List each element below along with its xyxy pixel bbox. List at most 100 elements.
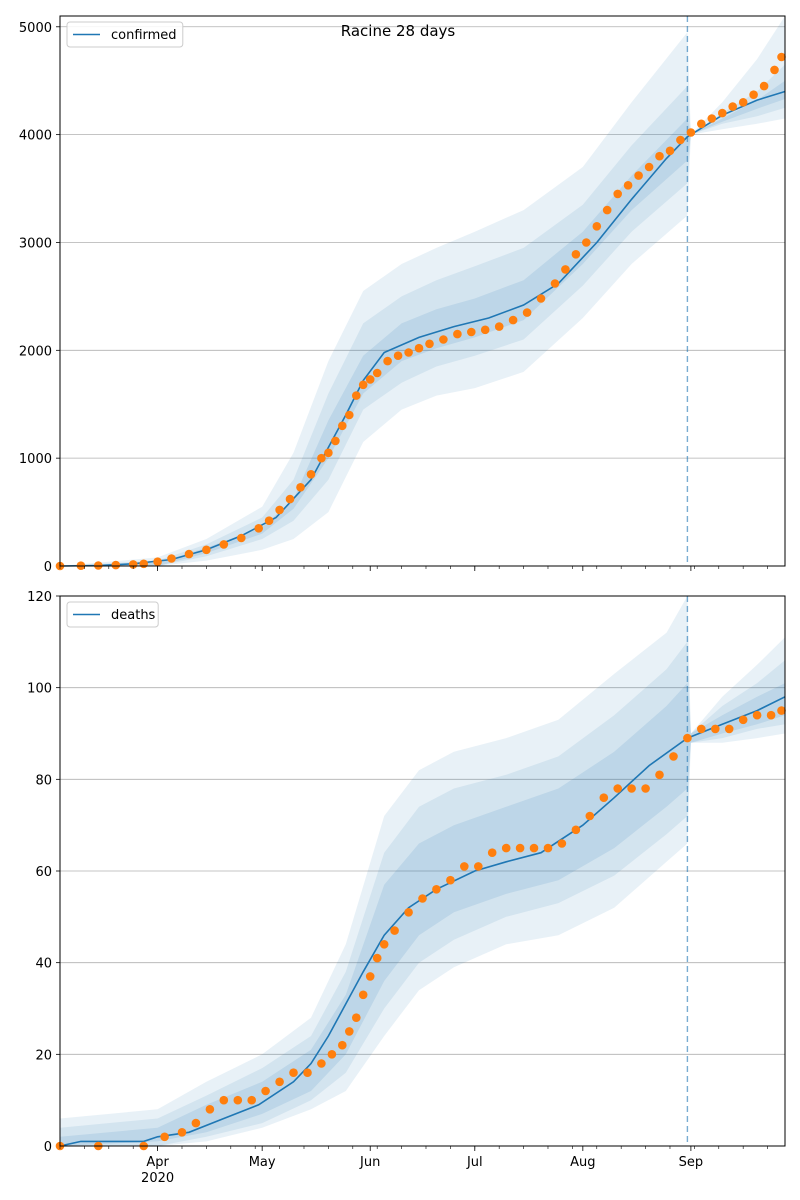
observed-point bbox=[275, 505, 284, 515]
observed-point bbox=[237, 533, 246, 543]
observed-point bbox=[167, 554, 176, 563]
observed-point bbox=[599, 793, 609, 802]
observed-point bbox=[543, 843, 553, 853]
y-tick-label: 5000 bbox=[19, 21, 52, 36]
legend-box bbox=[66, 601, 159, 628]
band-outer bbox=[60, 16, 785, 566]
observed-point bbox=[383, 356, 392, 366]
y-tick-label: 60 bbox=[35, 865, 52, 880]
observed-point bbox=[453, 329, 462, 339]
observed-point bbox=[494, 322, 504, 331]
observed-point bbox=[707, 114, 717, 123]
observed-point bbox=[111, 560, 121, 570]
x-tick-label: Sep bbox=[679, 1155, 704, 1170]
legend-label: confirmed bbox=[111, 28, 177, 43]
observed-point bbox=[324, 448, 333, 458]
observed-point bbox=[697, 119, 706, 129]
axes-frame bbox=[59, 595, 786, 1147]
y-tick-label: 40 bbox=[35, 957, 52, 972]
observed-point bbox=[644, 162, 654, 172]
band-inner bbox=[60, 683, 785, 1146]
observed-point bbox=[202, 545, 211, 555]
observed-point bbox=[655, 770, 664, 780]
observed-point bbox=[191, 1118, 201, 1128]
observed-point bbox=[508, 315, 518, 325]
y-tick-label: 4000 bbox=[19, 129, 52, 144]
y-tick-label: 1000 bbox=[19, 452, 52, 467]
observed-point bbox=[641, 784, 650, 793]
observed-point bbox=[697, 724, 706, 734]
observed-point bbox=[777, 52, 786, 62]
observed-point bbox=[665, 146, 675, 156]
observed-point bbox=[327, 1050, 337, 1059]
observed-point bbox=[404, 348, 413, 357]
legend-label: deaths bbox=[111, 608, 156, 623]
observed-point bbox=[613, 784, 622, 793]
observed-point bbox=[770, 65, 779, 75]
observed-point bbox=[177, 1128, 187, 1137]
observed-point bbox=[738, 715, 748, 725]
legend: confirmed bbox=[66, 21, 184, 48]
observed-point bbox=[711, 724, 720, 734]
x-tick-label: Apr bbox=[146, 1155, 169, 1170]
observed-point bbox=[205, 1105, 215, 1114]
observed-point bbox=[777, 706, 786, 715]
observed-point bbox=[153, 557, 162, 566]
band-middle bbox=[60, 64, 785, 566]
x-tick-sublabel: 2020 bbox=[141, 1171, 174, 1186]
observed-point bbox=[338, 421, 347, 431]
observed-point bbox=[439, 335, 448, 344]
y-tick-label: 0 bbox=[44, 1140, 52, 1155]
y-tick-label: 100 bbox=[27, 682, 52, 697]
observed-point bbox=[613, 189, 622, 199]
y-tick-label: 0 bbox=[44, 560, 52, 575]
observed-point bbox=[676, 135, 685, 145]
observed-point bbox=[393, 351, 403, 361]
observed-point bbox=[432, 885, 441, 894]
observed-point bbox=[306, 470, 316, 479]
observed-point bbox=[317, 1059, 326, 1068]
observed-point bbox=[358, 990, 368, 1000]
observed-point bbox=[139, 559, 148, 569]
observed-point bbox=[261, 1086, 270, 1096]
observed-point bbox=[365, 972, 375, 981]
axes-frame bbox=[59, 15, 786, 567]
band-inner bbox=[60, 80, 785, 566]
observed-point bbox=[372, 953, 382, 963]
observed-point bbox=[655, 151, 664, 161]
observed-point bbox=[379, 940, 389, 949]
observed-point bbox=[474, 862, 483, 871]
legend: deaths bbox=[66, 601, 159, 628]
observed-point bbox=[718, 108, 727, 118]
y-tick-label: 3000 bbox=[19, 236, 52, 251]
confirmed-panel: 0 1000 2000 3000 4000 5000 confirmed bbox=[19, 15, 786, 575]
observed-point bbox=[501, 843, 511, 853]
observed-point bbox=[303, 1068, 312, 1077]
observed-point bbox=[317, 453, 326, 463]
observed-point bbox=[247, 1095, 256, 1105]
observed-point bbox=[686, 128, 696, 137]
observed-point bbox=[219, 1095, 229, 1105]
observed-point bbox=[480, 325, 490, 335]
observed-point bbox=[585, 811, 595, 821]
y-tick-label: 120 bbox=[27, 590, 52, 605]
observed-point bbox=[536, 294, 546, 303]
observed-point bbox=[728, 102, 737, 111]
observed-point bbox=[184, 549, 194, 559]
observed-point bbox=[233, 1095, 243, 1105]
observed-point bbox=[285, 494, 295, 504]
observed-point bbox=[738, 98, 748, 107]
observed-point bbox=[460, 862, 469, 871]
observed-point bbox=[128, 560, 138, 569]
observed-point bbox=[759, 81, 769, 91]
observed-point bbox=[404, 908, 413, 917]
series-line-deaths bbox=[59, 696, 786, 1147]
observed-point bbox=[331, 436, 340, 446]
legend-box bbox=[66, 21, 184, 48]
observed-point bbox=[254, 524, 263, 533]
observed-point bbox=[669, 752, 678, 761]
y-tick-label: 20 bbox=[35, 1048, 52, 1063]
x-tick-label: Aug bbox=[570, 1155, 595, 1170]
observed-point bbox=[571, 825, 581, 835]
